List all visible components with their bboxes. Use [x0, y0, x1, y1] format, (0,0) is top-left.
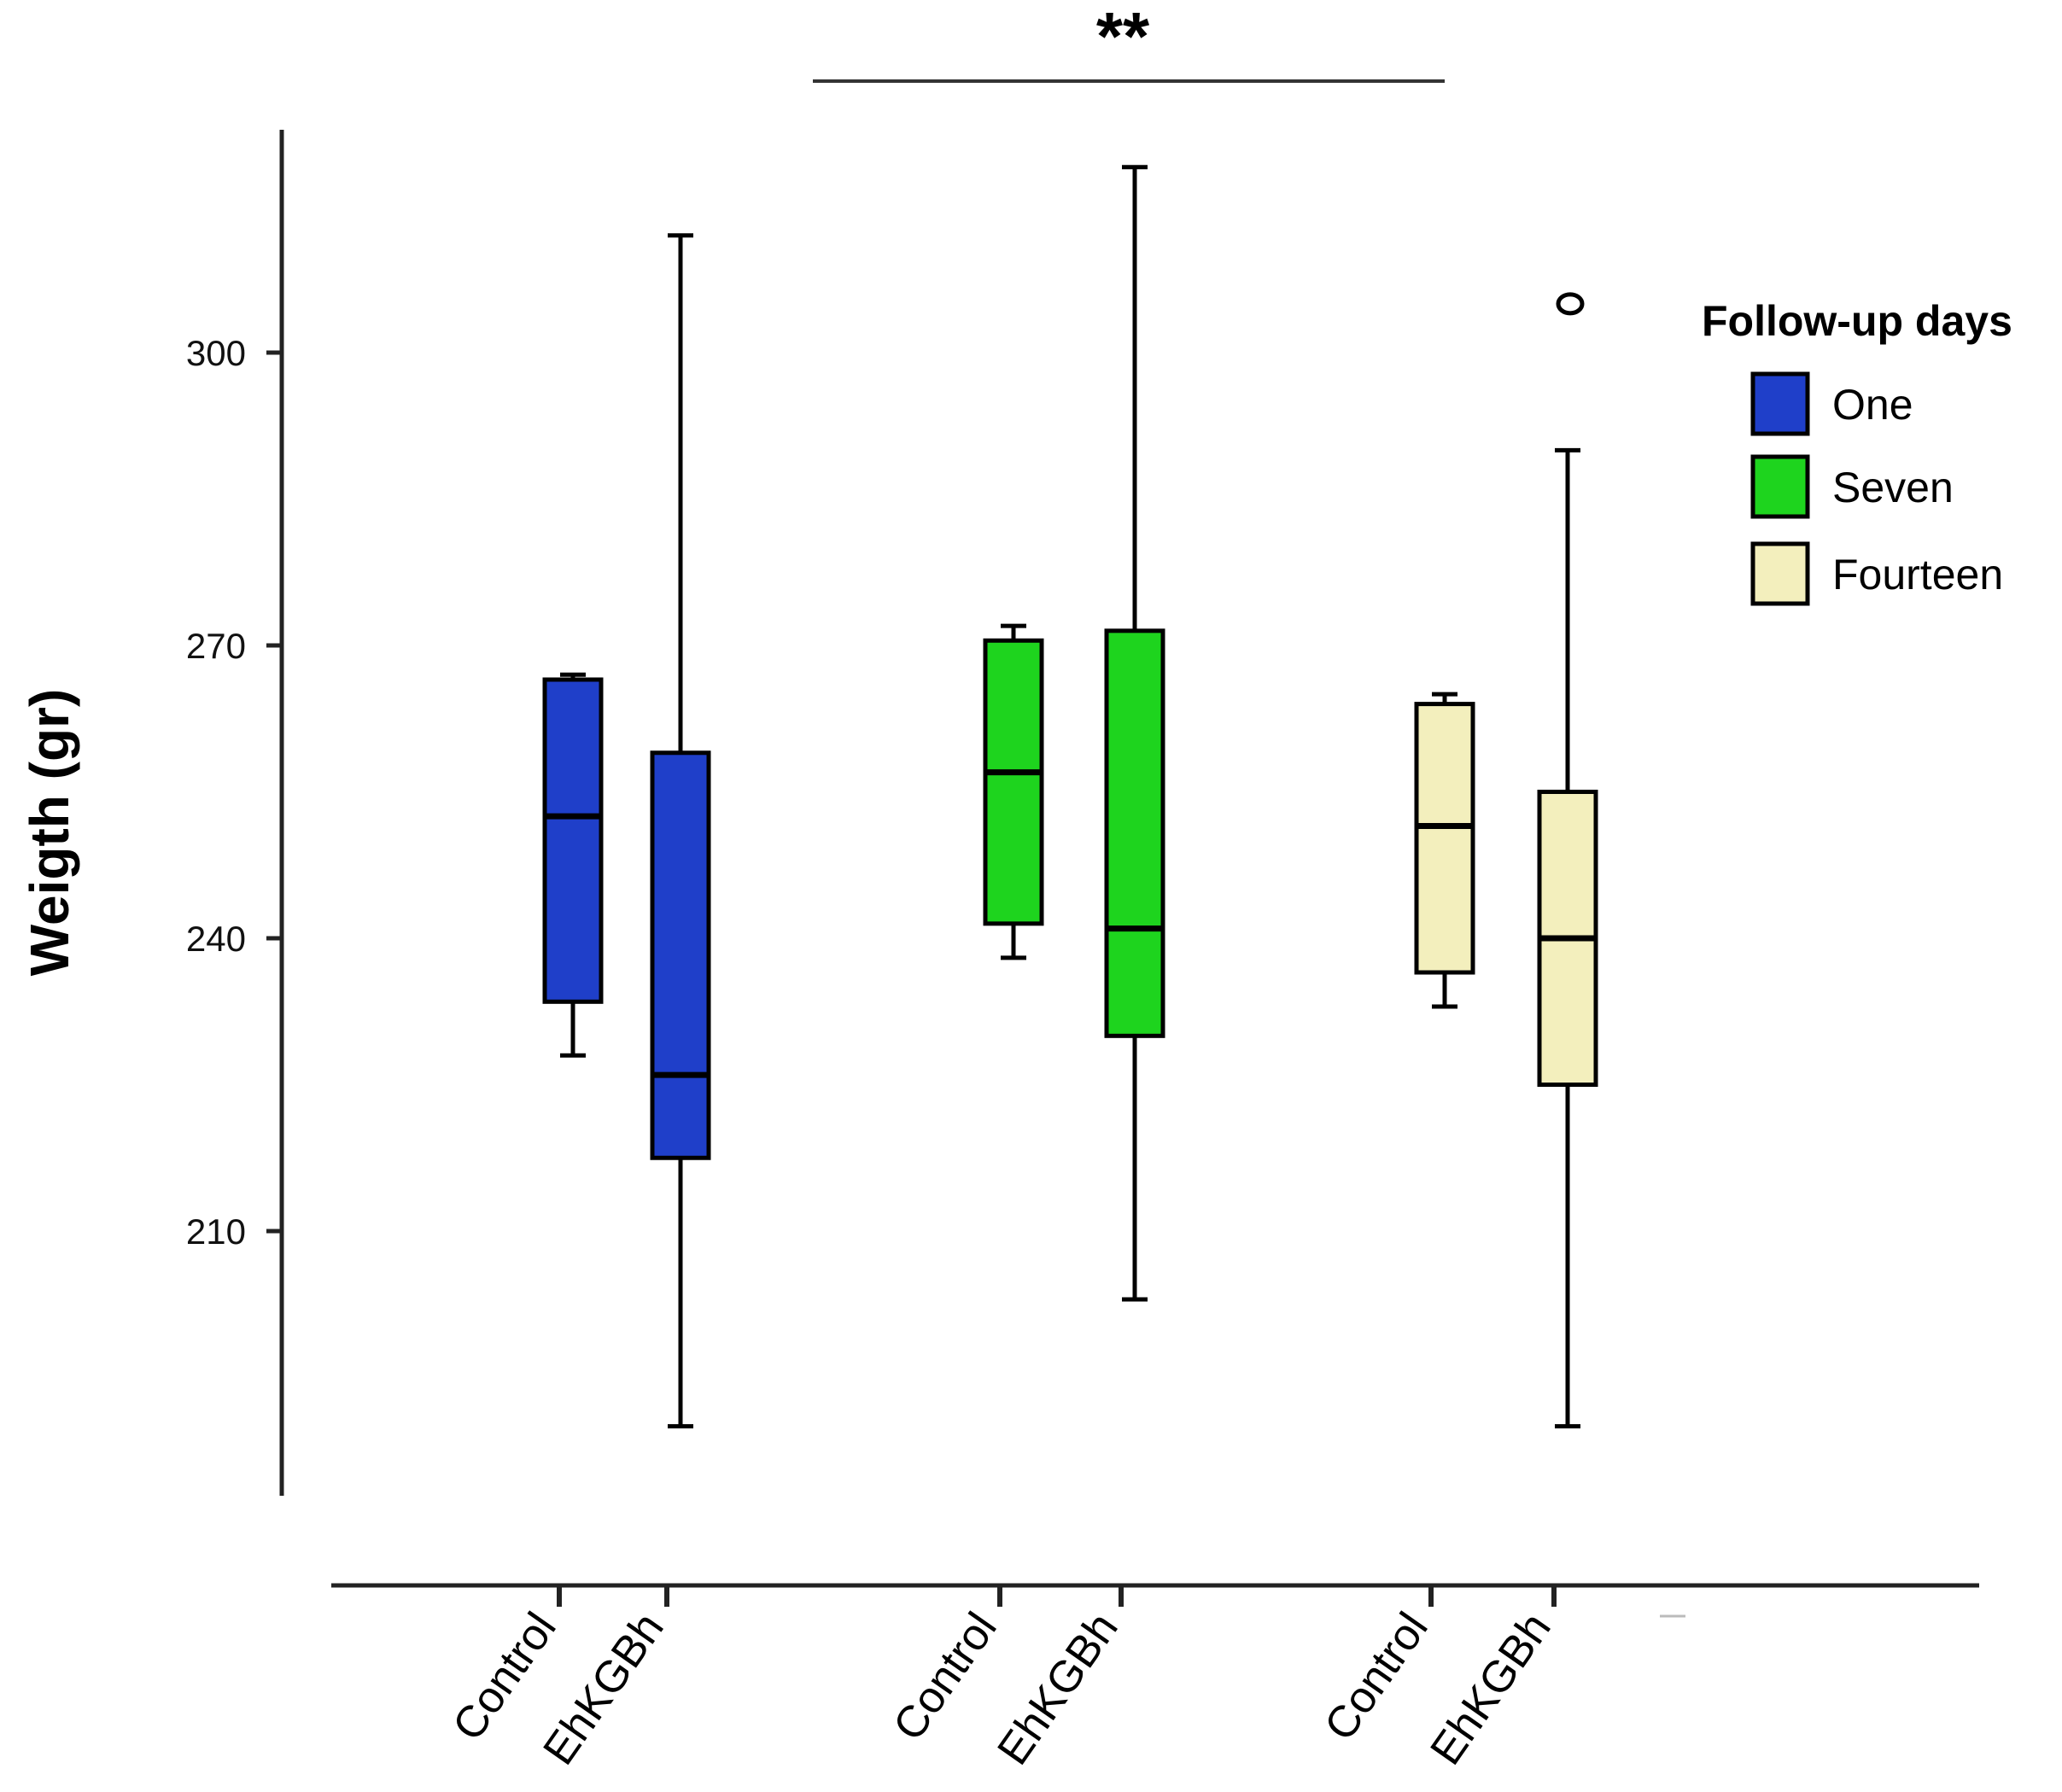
box-iqr — [1414, 702, 1475, 975]
legend-entry-one: One — [1750, 371, 1913, 436]
outlier-point — [1556, 292, 1585, 316]
box-seven-control — [983, 623, 1044, 960]
box-iqr — [650, 750, 711, 1160]
legend-title: Follow-up days — [1702, 297, 2012, 345]
legend-label: Seven — [1832, 464, 1954, 511]
boxplot-series — [542, 165, 1598, 1429]
legend-entry-seven: Seven — [1750, 454, 1954, 519]
legend: Follow-up days One Seven Fourteen — [1702, 297, 2012, 606]
box-fourteen-control — [1414, 692, 1475, 1009]
legend-swatch — [1750, 541, 1810, 606]
x-tick-label-control: Control — [1315, 1604, 1438, 1750]
x-tick-label-ehkgbh: EhKGBh — [988, 1604, 1128, 1774]
x-tick-label-ehkgbh: EhKGBh — [1421, 1604, 1561, 1774]
legend-label: Fourteen — [1832, 551, 2003, 598]
legend-swatch — [1750, 454, 1810, 519]
box-fourteen-ehkgbh — [1537, 292, 1598, 1429]
y-tick-label: 210 — [186, 1211, 246, 1252]
y-tick-label: 300 — [186, 333, 246, 373]
y-axis-label: Weigth (gr) — [19, 689, 80, 977]
box-one-ehkgbh — [650, 233, 711, 1429]
box-iqr — [983, 638, 1044, 926]
box-iqr — [1104, 628, 1165, 1038]
significance-label: ** — [1096, 0, 1150, 74]
y-ticks: 210 240 270 300 — [186, 333, 282, 1252]
box-iqr — [542, 677, 604, 1004]
box-seven-ehkgbh — [1104, 165, 1165, 1302]
legend-entry-fourteen: Fourteen — [1750, 541, 2003, 606]
significance-bracket: ** — [813, 0, 1445, 83]
x-tick-label-control: Control — [884, 1604, 1007, 1750]
y-tick-label: 270 — [186, 626, 246, 666]
legend-label: One — [1832, 381, 1913, 429]
y-tick-label: 240 — [186, 919, 246, 959]
box-one-control — [542, 672, 604, 1058]
legend-swatch — [1750, 371, 1810, 436]
